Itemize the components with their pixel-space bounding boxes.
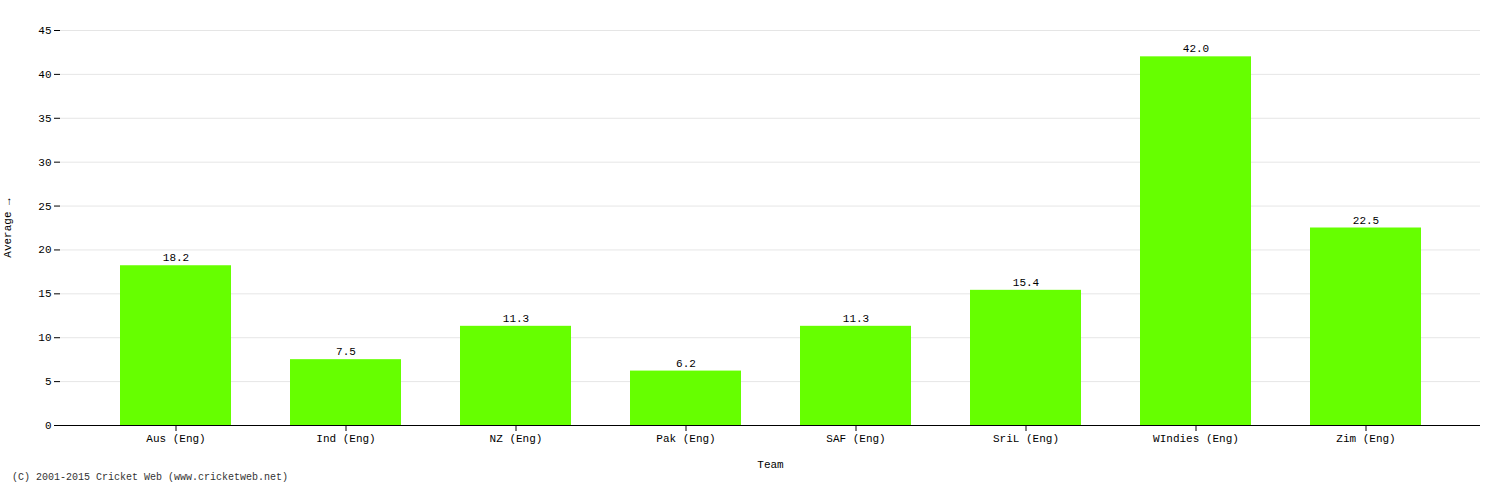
- svg-text:18.2: 18.2: [163, 252, 189, 264]
- svg-text:WIndies (Eng): WIndies (Eng): [1153, 433, 1239, 445]
- svg-text:45: 45: [38, 25, 51, 37]
- svg-text:11.3: 11.3: [503, 313, 529, 325]
- svg-text:7.5: 7.5: [336, 346, 356, 358]
- svg-text:0: 0: [45, 420, 52, 432]
- svg-text:35: 35: [38, 113, 51, 125]
- svg-text:Team: Team: [757, 459, 784, 471]
- svg-text:30: 30: [38, 157, 51, 169]
- svg-text:SAF (Eng): SAF (Eng): [826, 433, 885, 445]
- svg-text:22.5: 22.5: [1353, 215, 1379, 227]
- svg-text:20: 20: [38, 244, 51, 256]
- svg-text:Ind (Eng): Ind (Eng): [316, 433, 375, 445]
- svg-text:5: 5: [45, 376, 52, 388]
- svg-text:6.2: 6.2: [676, 358, 696, 370]
- svg-text:Average →: Average →: [2, 198, 14, 258]
- svg-text:Pak (Eng): Pak (Eng): [656, 433, 715, 445]
- svg-text:15.4: 15.4: [1013, 277, 1040, 289]
- svg-text:NZ (Eng): NZ (Eng): [490, 433, 543, 445]
- svg-text:42.0: 42.0: [1183, 43, 1209, 55]
- svg-text:25: 25: [38, 201, 51, 213]
- svg-text:11.3: 11.3: [843, 313, 869, 325]
- svg-text:40: 40: [38, 69, 51, 81]
- svg-text:10: 10: [38, 332, 51, 344]
- svg-text:15: 15: [38, 288, 51, 300]
- svg-text:Zim (Eng): Zim (Eng): [1336, 433, 1395, 445]
- svg-text:SriL (Eng): SriL (Eng): [993, 433, 1059, 445]
- html-text:(C) 2001-2015 Cricket Web (www: (C) 2001-2015 Cricket Web (www.cricketwe…: [12, 472, 288, 483]
- svg-text:Aus (Eng): Aus (Eng): [146, 433, 205, 445]
